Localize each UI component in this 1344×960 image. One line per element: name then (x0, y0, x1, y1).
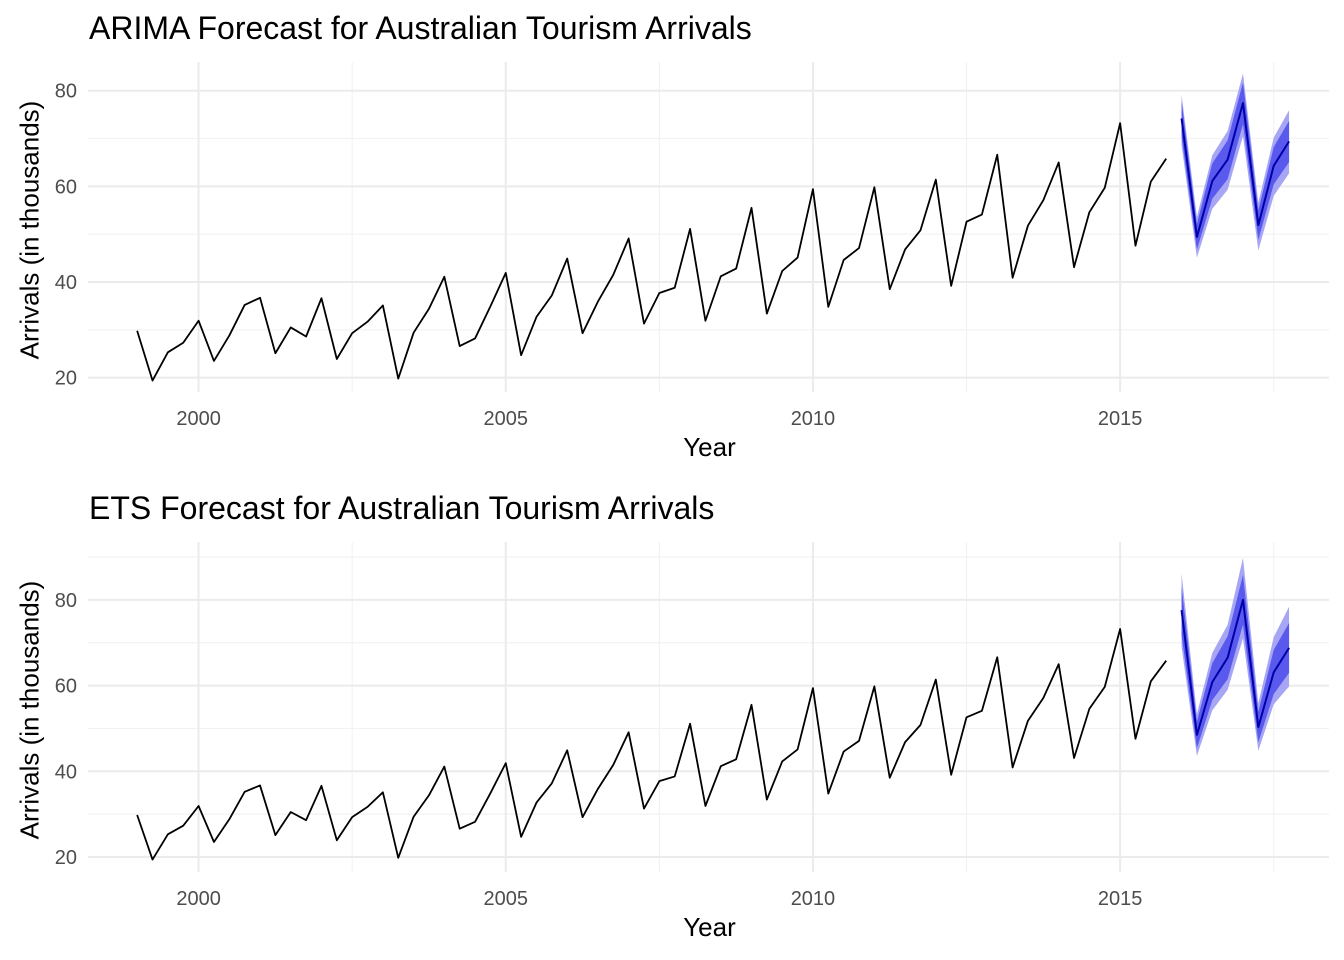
forecast-interval-80 (1181, 575, 1290, 749)
ets-chart-panel: ETS Forecast for Australian Tourism Arri… (0, 480, 1344, 960)
arima-chart-panel: ARIMA Forecast for Australian Tourism Ar… (14, 10, 1329, 462)
y-tick-label: 60 (55, 176, 77, 198)
x-tick-label: 2010 (791, 888, 836, 910)
y-axis-title: Arrivals (in thousands) (14, 580, 45, 840)
y-tick-label: 40 (55, 272, 77, 294)
grid (88, 62, 1329, 392)
x-tick-label: 2000 (176, 408, 221, 430)
history-line (136, 122, 1167, 382)
forecast-mean-line (1180, 598, 1290, 736)
x-tick-label: 2015 (1098, 408, 1143, 430)
y-tick-label: 60 (55, 676, 77, 698)
y-tick-label: 20 (55, 847, 77, 869)
y-tick-label: 20 (55, 368, 77, 390)
x-tick-label: 2010 (791, 408, 836, 430)
x-axis-title: Year (683, 432, 736, 462)
chart-title: ETS Forecast for Australian Tourism Arri… (89, 490, 715, 526)
x-axis-title: Year (683, 912, 736, 942)
y-tick-label: 80 (55, 81, 77, 103)
arima-plot: 2000 2005 2010 2015 20 40 60 80 (55, 62, 1329, 430)
y-tick-label: 40 (55, 761, 77, 783)
y-axis-title: Arrivals (in thousands) (14, 100, 45, 360)
grid (88, 542, 1329, 872)
x-tick-label: 2000 (176, 888, 221, 910)
x-tick-label: 2005 (484, 888, 529, 910)
x-tick-label: 2015 (1098, 888, 1143, 910)
history-line (136, 628, 1167, 861)
y-tick-label: 80 (55, 590, 77, 612)
ets-plot: 2000 2005 2010 2015 20 40 60 80 (55, 542, 1329, 910)
forecast-mean-line (1180, 102, 1290, 239)
chart-title: ARIMA Forecast for Australian Tourism Ar… (89, 10, 752, 46)
x-tick-label: 2005 (484, 408, 529, 430)
